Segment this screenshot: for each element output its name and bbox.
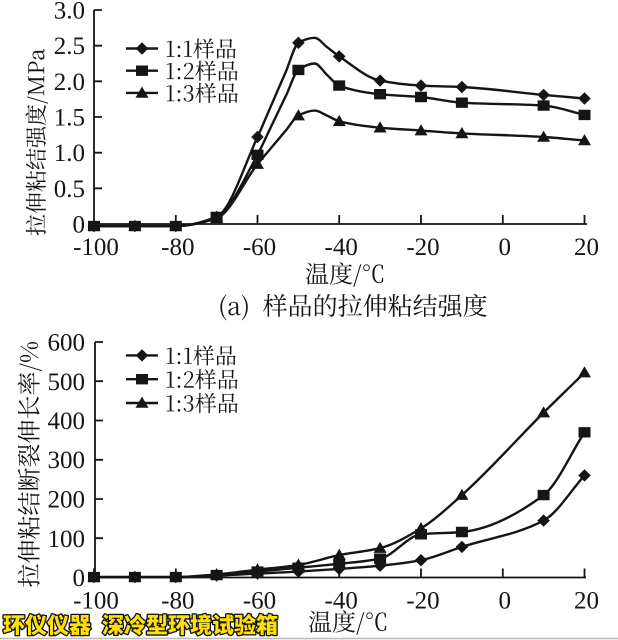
svg-text:200: 200 bbox=[48, 487, 86, 514]
svg-text:0: 0 bbox=[499, 234, 512, 261]
svg-text:-40: -40 bbox=[325, 588, 358, 615]
svg-text:20: 20 bbox=[574, 234, 599, 261]
svg-text:-80: -80 bbox=[161, 588, 194, 615]
svg-text:-100: -100 bbox=[73, 588, 119, 615]
svg-text:0: 0 bbox=[499, 588, 512, 615]
svg-text:-60: -60 bbox=[243, 588, 276, 615]
svg-text:600: 600 bbox=[48, 330, 86, 357]
svg-text:300: 300 bbox=[48, 447, 86, 474]
svg-text:-60: -60 bbox=[243, 234, 276, 261]
svg-text:400: 400 bbox=[48, 408, 86, 435]
svg-text:-80: -80 bbox=[161, 234, 194, 261]
svg-text:2.5: 2.5 bbox=[54, 33, 85, 60]
svg-text:1.5: 1.5 bbox=[54, 105, 85, 132]
svg-text:-100: -100 bbox=[73, 234, 119, 261]
svg-text:0.5: 0.5 bbox=[54, 176, 85, 203]
svg-text:1.0: 1.0 bbox=[54, 140, 85, 167]
svg-text:100: 100 bbox=[48, 526, 86, 553]
svg-text:0: 0 bbox=[73, 565, 86, 592]
svg-text:2.0: 2.0 bbox=[54, 69, 85, 96]
svg-text:500: 500 bbox=[48, 369, 86, 396]
svg-text:3.0: 3.0 bbox=[54, 0, 85, 25]
svg-text:20: 20 bbox=[574, 588, 599, 615]
svg-text:-20: -20 bbox=[406, 588, 439, 615]
svg-text:-20: -20 bbox=[406, 234, 439, 261]
svg-text:-40: -40 bbox=[325, 234, 358, 261]
svg-text:0: 0 bbox=[73, 212, 86, 239]
